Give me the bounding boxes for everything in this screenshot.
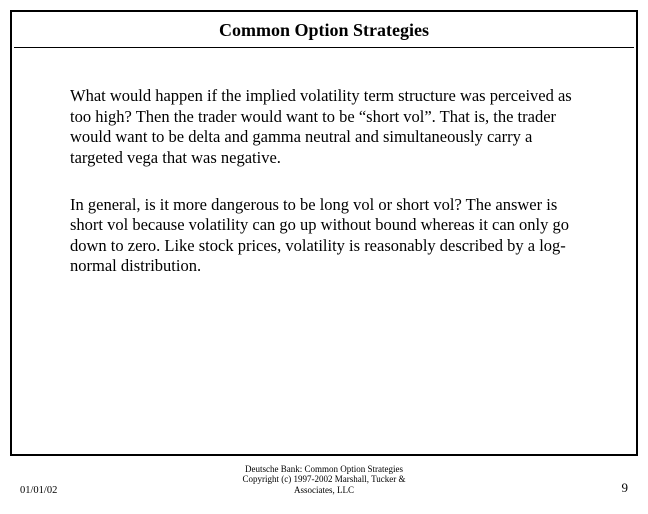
paragraph-1: What would happen if the implied volatil… [70,86,578,169]
footer-line2: Copyright (c) 1997-2002 Marshall, Tucker… [243,474,406,484]
footer-line3: Associates, LLC [294,485,354,495]
slide-footer: 01/01/02 Deutsche Bank: Common Option St… [0,464,648,496]
slide-body: What would happen if the implied volatil… [12,48,636,277]
footer-copyright: Deutsche Bank: Common Option Strategies … [100,464,548,496]
slide-frame: Common Option Strategies What would happ… [10,10,638,456]
paragraph-2: In general, is it more dangerous to be l… [70,195,578,278]
slide-title: Common Option Strategies [12,12,636,47]
footer-page-number: 9 [548,480,628,496]
footer-date: 01/01/02 [20,485,100,496]
footer-line1: Deutsche Bank: Common Option Strategies [245,464,403,474]
